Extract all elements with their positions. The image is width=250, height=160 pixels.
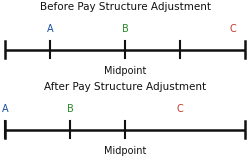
Text: Midpoint: Midpoint — [104, 66, 146, 76]
Text: After Pay Structure Adjustment: After Pay Structure Adjustment — [44, 82, 206, 92]
Text: Midpoint: Midpoint — [104, 146, 146, 156]
Text: Before Pay Structure Adjustment: Before Pay Structure Adjustment — [40, 2, 210, 12]
Text: A: A — [2, 104, 8, 114]
Text: B: B — [122, 24, 128, 34]
Text: A: A — [47, 24, 53, 34]
Text: C: C — [176, 104, 184, 114]
Text: B: B — [66, 104, 73, 114]
Text: C: C — [229, 24, 236, 34]
